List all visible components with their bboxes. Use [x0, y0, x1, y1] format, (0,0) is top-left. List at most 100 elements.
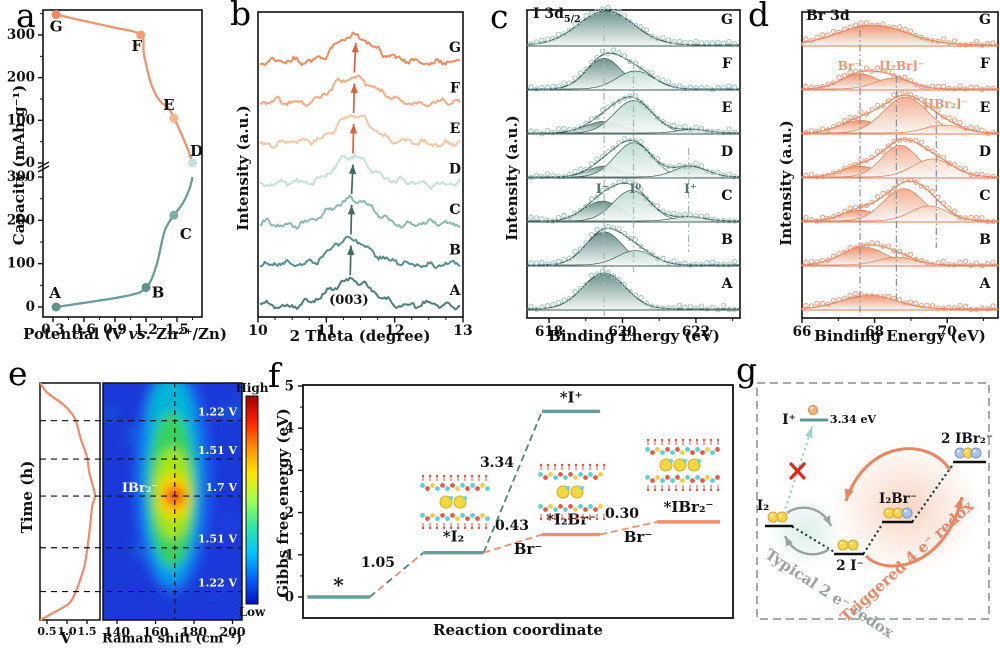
xps-datapoint: [555, 83, 562, 89]
atom: [581, 463, 585, 467]
xps-datapoint: [665, 163, 672, 170]
atom: [680, 450, 685, 455]
peak-annotation: (003): [329, 293, 368, 308]
atom: [660, 438, 664, 442]
xps-datapoint: [638, 243, 644, 249]
xps-datapoint: [885, 98, 892, 104]
xps-datapoint: [946, 304, 952, 310]
atom: [685, 475, 690, 480]
xps-datapoint: [896, 91, 903, 97]
xps-datapoint: [704, 213, 710, 219]
atom: [674, 438, 678, 442]
tick-label: 66: [793, 324, 812, 340]
structure-inset-2: [645, 438, 720, 492]
xps-datapoint: [605, 104, 611, 110]
xps-datapoint: [539, 173, 545, 180]
atom: [435, 516, 440, 521]
xps-datapoint: [726, 126, 732, 132]
xps-datapoint: [555, 173, 562, 180]
plot-frame: [302, 384, 734, 619]
iodine-blob: [439, 495, 453, 509]
plot-title-c-sub: 5/2: [563, 13, 581, 25]
xps-datapoint: [863, 157, 870, 164]
tick-label: 0.5: [37, 625, 56, 638]
xps-datapoint: [830, 253, 837, 260]
plot-title-c-main: I 3d: [533, 6, 564, 22]
xps-datapoint: [605, 4, 611, 10]
xps-datapoint: [858, 203, 864, 209]
atom: [560, 463, 564, 467]
xps-datapoint: [594, 271, 600, 277]
tick-label: 618: [535, 324, 563, 340]
xps-datapoint: [913, 179, 919, 186]
xps-datapoint: [550, 35, 556, 42]
iodine-blob: [570, 485, 584, 499]
xps-datapoint: [616, 226, 622, 232]
tick-label: 300: [7, 169, 35, 185]
atom: [448, 495, 454, 501]
xps-datapoint: [913, 300, 919, 306]
xrd-curve-A: [259, 276, 461, 311]
atom: [665, 447, 670, 452]
atom: [595, 463, 599, 467]
xps-datapoint: [973, 171, 980, 178]
xps-datapoint: [957, 214, 963, 220]
atom: [553, 517, 557, 521]
atom: [567, 463, 571, 467]
xps-datapoint: [660, 77, 666, 83]
atom: [475, 516, 480, 521]
xps-datapoint: [588, 161, 595, 167]
xps-datapoint: [973, 306, 980, 313]
xps-datapoint: [572, 127, 578, 133]
xps-datapoint: [665, 210, 672, 216]
panel-letter-g: g: [736, 350, 758, 389]
xps-datapoint: [929, 105, 936, 111]
atom: [653, 488, 657, 492]
xps-datapoint: [957, 119, 963, 126]
xps-datapoint: [957, 165, 963, 171]
xps-datapoint: [676, 212, 683, 218]
atom: [602, 463, 606, 467]
axis-label-c-y: Intensity (a.u.): [503, 115, 521, 241]
xps-datapoint: [566, 126, 573, 133]
xps-datapoint: [577, 285, 584, 291]
xps-datapoint: [825, 301, 831, 307]
species-label: I⁺: [684, 182, 697, 197]
tick-label: 180: [181, 624, 207, 639]
xps-datapoint: [566, 27, 573, 34]
xps-datapoint: [539, 304, 545, 310]
atom: [543, 475, 548, 480]
xps-datapoint: [649, 201, 655, 207]
xps-datapoint: [841, 72, 848, 79]
node-label: I⁺: [782, 412, 795, 428]
atom: [455, 516, 460, 521]
atom-highlight: [895, 509, 898, 513]
xps-datapoint: [610, 273, 617, 279]
atom: [583, 507, 588, 512]
atom: [696, 458, 702, 464]
arrowhead: [347, 205, 355, 215]
atom: [546, 463, 550, 467]
xps-datapoint: [858, 20, 864, 26]
atom: [546, 517, 550, 521]
tick-label: 200: [219, 624, 245, 639]
atom: [553, 475, 558, 480]
atom-highlight: [770, 513, 773, 517]
curve-label-A: A: [449, 283, 462, 299]
node-label: 2 I⁻: [836, 558, 864, 574]
atom: [655, 475, 660, 480]
tick-label: 13: [453, 323, 472, 339]
curve-label-B: B: [979, 232, 991, 248]
xps-datapoint: [539, 259, 545, 265]
xps-datapoint: [605, 51, 611, 57]
xps-datapoint: [863, 20, 870, 26]
structure-inset-0: [420, 474, 490, 530]
xps-datapoint: [852, 161, 859, 168]
xps-datapoint: [814, 34, 820, 40]
xps-datapoint: [847, 205, 853, 211]
xps-datapoint: [550, 218, 556, 224]
atom: [646, 438, 650, 442]
cycle-arrow-salmon: [844, 447, 952, 502]
atom: [581, 517, 585, 521]
atom: [470, 526, 474, 530]
